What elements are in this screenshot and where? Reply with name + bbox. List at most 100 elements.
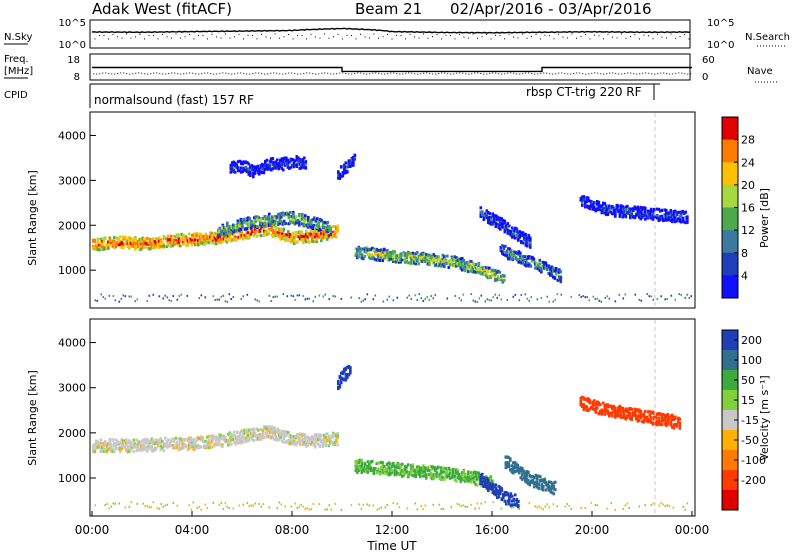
velocity-cell xyxy=(367,503,369,505)
velocity-cell xyxy=(538,484,541,487)
velocity-cell xyxy=(440,466,443,469)
velocity-cell xyxy=(514,493,517,496)
velocity-cell xyxy=(325,509,327,511)
velocity-cell xyxy=(529,502,531,504)
noise-dot xyxy=(297,35,298,36)
nave-dot xyxy=(339,73,340,74)
noise-dot xyxy=(396,35,397,36)
noise-dot xyxy=(657,34,658,35)
cpid-mode-1: normalsound (fast) 157 RF xyxy=(94,93,254,107)
power-cell xyxy=(288,216,291,219)
velocity-cell xyxy=(591,502,593,504)
power-cell xyxy=(255,298,257,300)
noise-dot xyxy=(234,36,235,37)
velocity-cell xyxy=(314,445,317,448)
velocity-cell xyxy=(275,435,278,438)
nave-dot xyxy=(234,73,235,74)
noise-dot xyxy=(612,37,613,38)
power-cell xyxy=(649,295,651,297)
velocity-cell xyxy=(658,417,661,420)
power-cell xyxy=(298,224,301,227)
power-cell xyxy=(229,293,231,295)
velocity-cell xyxy=(349,369,352,372)
power-cell xyxy=(105,298,107,300)
nave-label: Nave xyxy=(747,66,773,77)
power-cell xyxy=(499,294,501,296)
power-cell xyxy=(315,296,317,298)
velocity-cell xyxy=(152,439,155,442)
velocity-cell xyxy=(369,505,371,507)
nave-dot xyxy=(606,73,607,74)
nave-dot xyxy=(411,73,412,74)
nave-dot xyxy=(345,73,346,74)
power-cell xyxy=(522,241,525,244)
velocity-cell xyxy=(549,506,551,508)
power-cell xyxy=(167,296,169,298)
power-cell xyxy=(215,299,217,301)
velocity-cell xyxy=(629,507,631,509)
noise-dot xyxy=(401,35,402,36)
noise-dot xyxy=(464,37,465,38)
velocity-cell xyxy=(614,407,617,410)
nave-tick-bottom: 0 xyxy=(702,72,708,83)
velocity-cell xyxy=(661,502,663,504)
velocity-cell xyxy=(623,508,625,510)
velocity-cell xyxy=(105,504,107,506)
velocity-cell xyxy=(309,509,311,511)
power-cell xyxy=(583,198,586,201)
noise-dot xyxy=(630,36,631,37)
velocity-cell xyxy=(619,410,622,413)
noise-dot xyxy=(423,34,424,35)
power-cell xyxy=(433,261,436,264)
nave-dot xyxy=(381,73,382,74)
power-cell xyxy=(352,161,355,164)
noise-dot xyxy=(608,34,609,35)
velocity-cell xyxy=(286,434,289,437)
power-cell xyxy=(529,244,532,247)
nave-dot xyxy=(627,72,628,73)
colorbar-tick-label: 16 xyxy=(741,202,755,215)
velocity-cell xyxy=(433,504,435,506)
velocity-cell xyxy=(487,489,490,492)
noise-dot xyxy=(270,38,271,39)
power-cell xyxy=(201,294,203,296)
velocity-cell xyxy=(147,505,149,507)
velocity-cell xyxy=(511,495,514,498)
noise-dot xyxy=(99,35,100,36)
velocity-cell xyxy=(537,506,539,508)
velocity-cell xyxy=(199,506,201,508)
nave-dot xyxy=(546,73,547,74)
colorbar-segment xyxy=(722,230,738,253)
nave-dot xyxy=(675,73,676,74)
colorbar-tick-label: 28 xyxy=(741,134,755,147)
noise-dot xyxy=(176,34,177,35)
velocity-cell xyxy=(259,503,261,505)
nave-dot xyxy=(441,72,442,73)
power-cell xyxy=(517,239,520,242)
nave-dot xyxy=(177,73,178,74)
colorbar-segment xyxy=(722,275,738,298)
power-cell xyxy=(487,270,490,273)
power-cell xyxy=(437,255,440,258)
noise-dot xyxy=(306,38,307,39)
nave-dot xyxy=(429,73,430,74)
power-cell xyxy=(686,216,689,219)
noise-dot xyxy=(356,38,357,39)
nave-dot xyxy=(459,72,460,73)
colorbar-tick-label: 20 xyxy=(741,179,755,192)
noise-right-tick-bottom: 10^0 xyxy=(707,40,734,51)
power-cell xyxy=(165,295,167,297)
power-cell xyxy=(367,293,369,295)
nave-dot xyxy=(117,73,118,74)
noise-dot xyxy=(554,38,555,39)
noise-dot xyxy=(293,38,294,39)
power-cell xyxy=(301,213,304,216)
nave-dot xyxy=(270,73,271,74)
power-cell xyxy=(415,294,417,296)
power-cell xyxy=(256,225,259,228)
freq-tick-top: 18 xyxy=(67,55,80,66)
nave-dot xyxy=(309,73,310,74)
velocity-cell xyxy=(125,507,127,509)
power-cell xyxy=(274,222,277,225)
